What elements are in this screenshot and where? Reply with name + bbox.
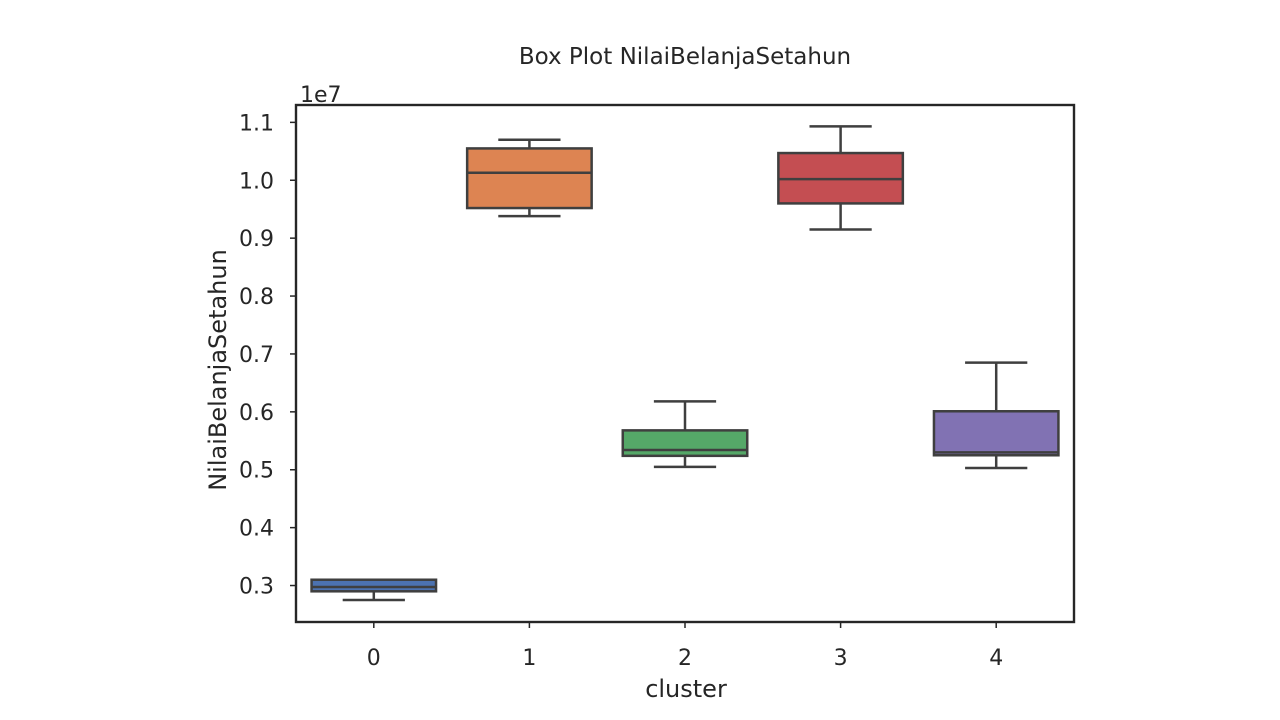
box-cluster-1 <box>465 147 593 210</box>
chart-title: Box Plot NilaiBelanjaSetahun <box>519 44 851 70</box>
x-tick-label: 2 <box>678 646 692 671</box>
x-tick-label: 3 <box>834 646 848 671</box>
plot-layer: 0.3 0.4 0.5 0.6 0.7 0.8 0.9 1.0 1.1 0 1 2 3 4 <box>239 111 1060 671</box>
y-tick-label: 0.7 <box>239 343 274 368</box>
box-cluster-4 <box>932 410 1060 457</box>
x-tick-label: 0 <box>367 646 381 671</box>
y-tick-label: 1.1 <box>239 111 274 136</box>
y-axis-label: NilaiBelanjaSetahun <box>204 249 232 491</box>
y-tick-label: 0.9 <box>239 227 274 252</box>
x-tick-label: 4 <box>989 646 1003 671</box>
y-tick-label: 0.4 <box>239 517 274 542</box>
y-tick-label: 0.6 <box>239 401 274 426</box>
y-tick-label: 1.0 <box>239 169 274 194</box>
y-tick-label: 0.3 <box>239 575 274 600</box>
y-tick-label: 0.8 <box>239 285 274 310</box>
x-tick-label: 1 <box>522 646 536 671</box>
box-cluster-0 <box>310 578 438 593</box>
x-axis-label: cluster <box>645 675 727 703</box>
y-tick-label: 0.5 <box>239 459 274 484</box>
box-cluster-2 <box>621 429 749 458</box>
plot-frame <box>294 103 1076 624</box>
